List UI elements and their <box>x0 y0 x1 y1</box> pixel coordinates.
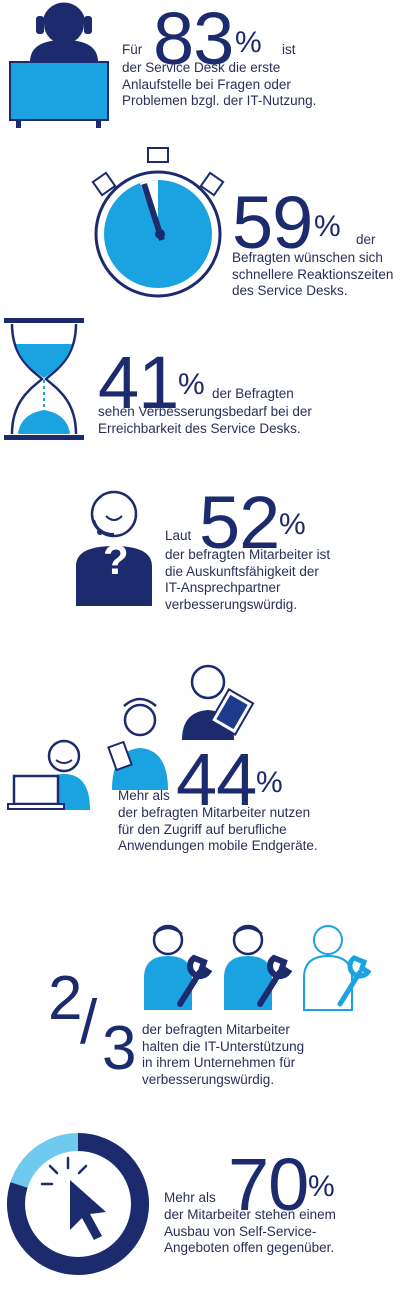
s6-numerator: 2 <box>48 964 82 1033</box>
s1-number: 83 <box>153 0 234 80</box>
s1-percent: % <box>235 26 262 59</box>
s5-percent: % <box>256 766 283 799</box>
s6-text: der befragten Mitarbeiter halten die IT-… <box>142 1022 304 1088</box>
s5-number: 44 <box>176 738 257 821</box>
s3-line: sehen Verbesserungsbedarf bei der <box>98 404 312 419</box>
s5-text: der befragten Mitarbeiter nutzen für den… <box>118 805 318 855</box>
s3-percent: % <box>178 368 205 401</box>
s1-post: ist <box>282 42 296 57</box>
s1-text: der Service Desk die erste Anlaufstelle … <box>122 60 316 110</box>
it-support-people-icon <box>144 924 372 1011</box>
s6-line: in ihrem Unternehmen für <box>142 1055 296 1070</box>
s4-pre: Laut <box>165 528 192 543</box>
s2-text: Befragten wünschen sich schnellere Reakt… <box>232 250 393 300</box>
s6-denominator: 3 <box>102 1014 136 1083</box>
s4-number: 52 <box>199 481 280 564</box>
s7-line: der Mitarbeiter stehen einem <box>164 1207 336 1222</box>
s1-line: Problemen bzgl. der IT-Nutzung. <box>122 93 317 108</box>
s5-line: der befragten Mitarbeiter nutzen <box>118 805 311 820</box>
question-person-icon <box>76 490 152 606</box>
s2-number: 59 <box>232 181 313 264</box>
self-service-gauge-icon <box>7 1133 150 1275</box>
s6-line: der befragten Mitarbeiter <box>142 1022 290 1037</box>
s2-line: des Service Desks. <box>232 283 348 298</box>
s6-slash: / <box>80 988 97 1057</box>
s6-line: halten die IT-Unterstützung <box>142 1038 305 1054</box>
s3-post: der Befragten <box>212 386 294 401</box>
s1-line: Anlaufstelle bei Fragen oder <box>122 76 291 92</box>
s4-line: verbesserungswürdig. <box>165 596 298 612</box>
s4-line: die Auskunftsfähigkeit der <box>165 563 319 579</box>
s7-percent: % <box>308 1170 335 1203</box>
s4-line: der befragten Mitarbeiter ist <box>165 547 331 562</box>
s1-line: der Service Desk die erste <box>122 60 281 75</box>
s4-text: der befragten Mitarbeiter ist die Auskun… <box>165 547 330 613</box>
s5-pre: Mehr als <box>118 788 170 803</box>
s2-percent: % <box>314 210 341 243</box>
question-mark: ? <box>103 536 129 583</box>
s3-line: Erreichbarkeit des Service Desks. <box>98 420 301 436</box>
s7-text: der Mitarbeiter stehen einem Ausbau von … <box>164 1207 336 1257</box>
s1-pre: Für <box>122 42 143 57</box>
s4-line: IT-Ansprechpartner <box>165 580 281 595</box>
s2-line: schnellere Reaktionszeiten <box>232 266 394 282</box>
service-desk-agent-icon <box>9 2 109 128</box>
s7-line: Angeboten offen gegenüber. <box>164 1240 335 1255</box>
s2-post: der <box>356 232 376 247</box>
s4-percent: % <box>279 508 306 541</box>
s5-line: für den Zugriff auf berufliche <box>118 821 287 837</box>
s3-text: sehen Verbesserungsbedarf bei der Erreic… <box>98 404 312 437</box>
s2-line: Befragten wünschen sich <box>232 250 383 265</box>
s5-line: Anwendungen mobile Endgeräte. <box>118 838 318 853</box>
stopwatch-icon <box>91 147 225 298</box>
mobile-users-icon <box>7 664 255 810</box>
s3-number: 41 <box>98 341 179 424</box>
s6-line: verbesserungswürdig. <box>142 1071 275 1087</box>
hourglass-icon <box>4 318 84 440</box>
s7-pre: Mehr als <box>164 1190 216 1205</box>
s7-line: Ausbau von Self-Service- <box>164 1223 317 1239</box>
s7-number: 70 <box>228 1143 309 1226</box>
